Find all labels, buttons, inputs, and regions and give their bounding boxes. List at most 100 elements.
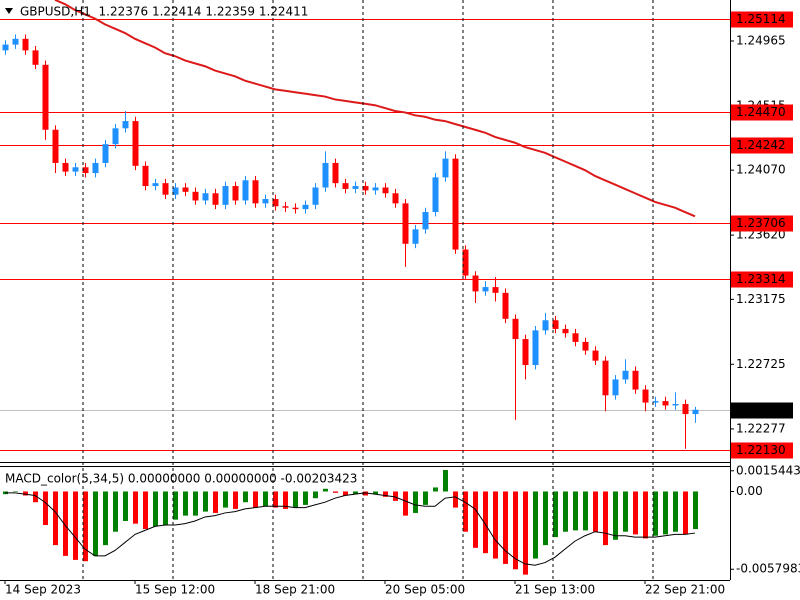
y-tick-label: 1.22725 xyxy=(736,357,786,371)
level-label: 1.25114 xyxy=(736,12,786,26)
candle-body xyxy=(352,186,359,189)
macd-bar xyxy=(603,491,608,546)
x-tick-label: 22 Sep 21:00 xyxy=(645,583,725,597)
candle-body xyxy=(672,403,679,406)
candle-body xyxy=(392,193,399,204)
macd-bar xyxy=(523,491,528,575)
x-tick-label: 15 Sep 12:00 xyxy=(135,583,215,597)
macd-bar xyxy=(143,491,148,530)
candle-body xyxy=(252,180,259,204)
candle-body xyxy=(472,275,479,292)
level-label: 1.23314 xyxy=(736,272,786,286)
candle-body xyxy=(132,121,139,166)
macd-bar xyxy=(393,491,398,501)
macd-bar xyxy=(93,491,98,556)
candle-body xyxy=(72,167,79,172)
macd-bar xyxy=(563,491,568,532)
candle-body xyxy=(542,320,549,331)
macd-bar xyxy=(383,491,388,497)
macd-bar xyxy=(673,491,678,532)
candle-body xyxy=(322,162,329,188)
macd-bar xyxy=(693,491,698,530)
macd-bar xyxy=(453,491,458,508)
candle-body xyxy=(22,38,29,51)
candle-body xyxy=(302,204,309,210)
last-price-box xyxy=(731,402,793,419)
macd-bar xyxy=(53,491,58,546)
macd-bar xyxy=(333,491,338,493)
macd-bar xyxy=(633,491,638,535)
candle-body xyxy=(642,389,649,403)
macd-bar xyxy=(303,491,308,505)
candle-body xyxy=(172,187,179,195)
macd-bar xyxy=(493,491,498,559)
macd-bar xyxy=(103,491,108,546)
candle-body xyxy=(182,187,189,192)
macd-bar xyxy=(533,491,538,559)
collapse-icon[interactable] xyxy=(5,8,13,14)
x-tick-label: 14 Sep 2023 xyxy=(5,583,81,597)
candle-body xyxy=(592,350,599,361)
macd-bar xyxy=(343,491,348,496)
candle-body xyxy=(612,379,619,396)
candle-body xyxy=(522,339,529,366)
macd-bar xyxy=(313,491,318,499)
candle-body xyxy=(232,186,239,201)
macd-bar xyxy=(683,491,688,535)
macd-bar xyxy=(153,491,158,527)
macd-bar xyxy=(573,491,578,531)
candle-body xyxy=(482,287,489,292)
macd-bar xyxy=(203,491,208,512)
macd-bar xyxy=(353,491,358,495)
axes xyxy=(0,0,731,581)
macd-bar xyxy=(623,491,628,532)
macd-bar xyxy=(583,491,588,531)
candle-body xyxy=(582,341,589,351)
candle-body xyxy=(562,328,569,334)
macd-bar xyxy=(243,491,248,503)
candle-body xyxy=(292,207,299,210)
x-tick-label: 18 Sep 21:00 xyxy=(255,583,335,597)
candle-body xyxy=(602,360,609,396)
candle-body xyxy=(382,187,389,194)
price-panel xyxy=(0,0,730,451)
candle-body xyxy=(402,203,409,244)
y-tick-label: 1.22277 xyxy=(736,421,786,435)
macd-bar xyxy=(283,491,288,509)
macd-y-tick-label: -0.0057983 xyxy=(736,562,800,576)
chart-title: GBPUSD,H1 1.22376 1.22414 1.22359 1.2241… xyxy=(20,5,308,19)
macd-bar xyxy=(293,491,298,508)
macd-bar xyxy=(83,491,88,562)
candle-body xyxy=(692,409,699,415)
macd-bar xyxy=(553,491,558,538)
macd-bar xyxy=(13,491,18,492)
level-label-box xyxy=(731,215,793,232)
candle-body xyxy=(102,144,109,163)
macd-bar xyxy=(233,491,238,509)
candle-body xyxy=(372,187,379,191)
candle-body xyxy=(532,330,539,366)
macd-bar xyxy=(373,491,378,495)
candle-body xyxy=(92,162,99,174)
macd-bar xyxy=(173,491,178,520)
last-price-label: 1.22411 xyxy=(736,403,786,417)
candle-body xyxy=(492,287,499,293)
macd-y-tick-label: 0.0015443 xyxy=(736,463,800,477)
macd-bar xyxy=(503,491,508,564)
macd-bar xyxy=(213,491,218,513)
candle-body xyxy=(202,193,209,201)
macd-panel xyxy=(3,470,698,575)
candle-body xyxy=(342,183,349,189)
macd-bar xyxy=(663,491,668,535)
macd-bar xyxy=(363,491,368,496)
candle-body xyxy=(192,191,199,201)
macd-bar xyxy=(133,491,138,524)
macd-bar xyxy=(483,491,488,554)
candle-body xyxy=(262,199,269,204)
candle-body xyxy=(112,128,119,145)
macd-bar xyxy=(433,487,438,492)
macd-bar xyxy=(643,491,648,539)
candle-body xyxy=(432,177,439,213)
